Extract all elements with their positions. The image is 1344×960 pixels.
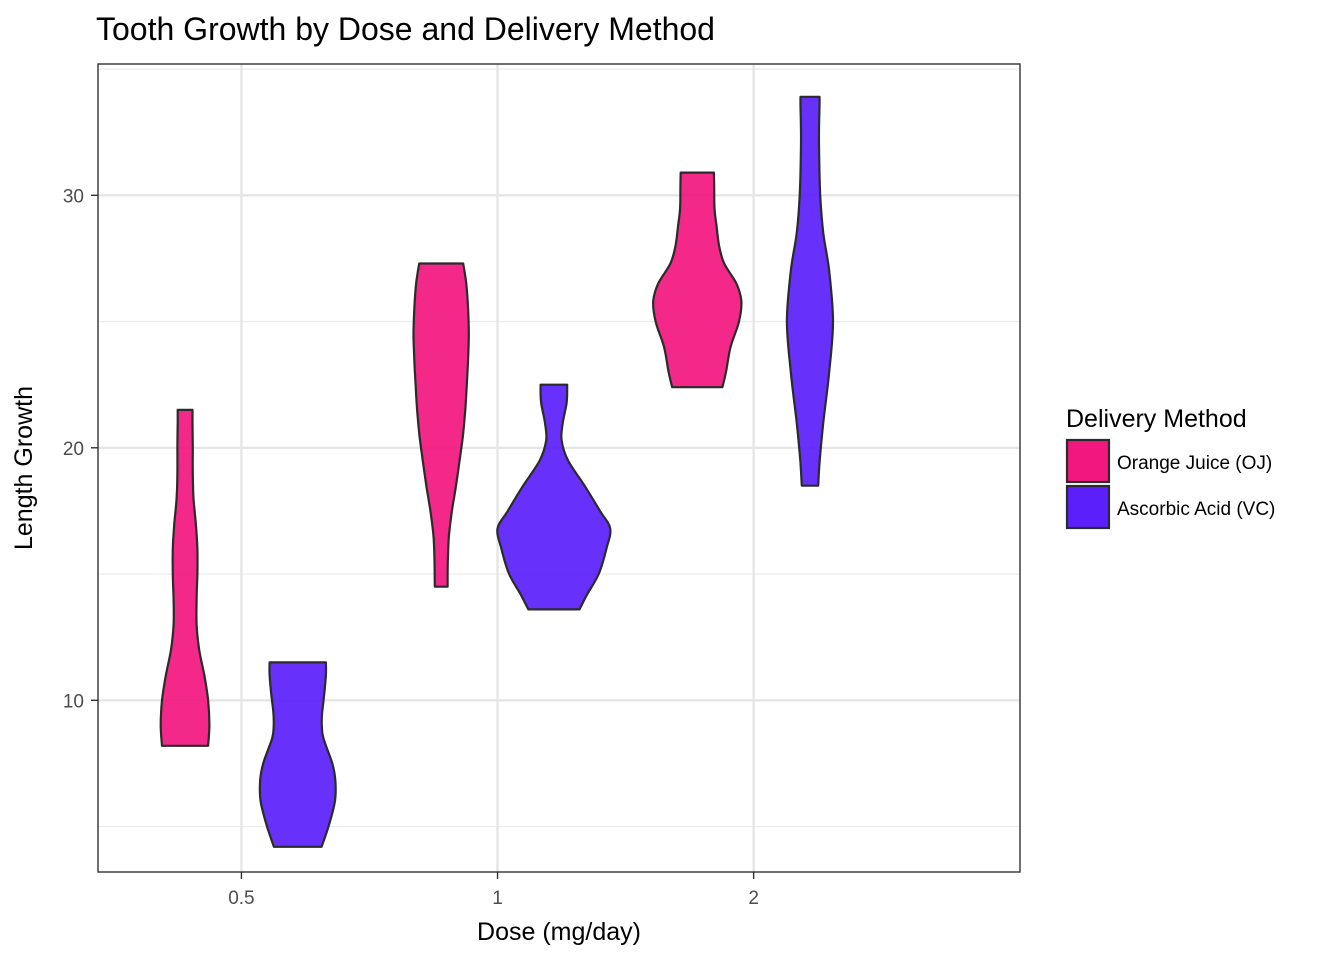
violin-vc-2 <box>785 95 835 487</box>
violins-layer <box>159 95 835 848</box>
y-tick-label: 10 <box>63 691 84 712</box>
x-tick-label: 0.5 <box>228 888 254 909</box>
x-axis-ticks: 0.5 1 2 <box>228 872 759 909</box>
y-tick-label: 30 <box>63 186 84 207</box>
violin-oj-1 <box>412 262 470 588</box>
legend: Delivery Method Orange Juice (OJ) Ascorbi… <box>1065 405 1275 530</box>
y-tick-label: 20 <box>63 439 84 460</box>
y-axis-title: Length Growth <box>10 386 38 550</box>
x-axis-title: Dose (mg/day) <box>477 918 641 946</box>
violin-oj-0.5 <box>159 408 211 747</box>
violin-oj-2 <box>652 171 743 389</box>
x-tick-label: 2 <box>748 888 759 909</box>
legend-swatch <box>1065 484 1111 530</box>
violin-vc-1 <box>496 383 612 611</box>
legend-swatch <box>1065 438 1111 484</box>
legend-label: Ascorbic Acid (VC) <box>1117 499 1275 520</box>
legend-label: Orange Juice (OJ) <box>1117 453 1272 474</box>
x-tick-label: 1 <box>492 888 503 909</box>
violin-vc-0.5 <box>258 661 337 848</box>
plot-border <box>97 63 1021 873</box>
chart-title: Tooth Growth by Dose and Delivery Method <box>96 11 715 47</box>
legend-title: Delivery Method <box>1066 405 1247 433</box>
y-axis-ticks: 10 20 30 <box>63 186 98 712</box>
